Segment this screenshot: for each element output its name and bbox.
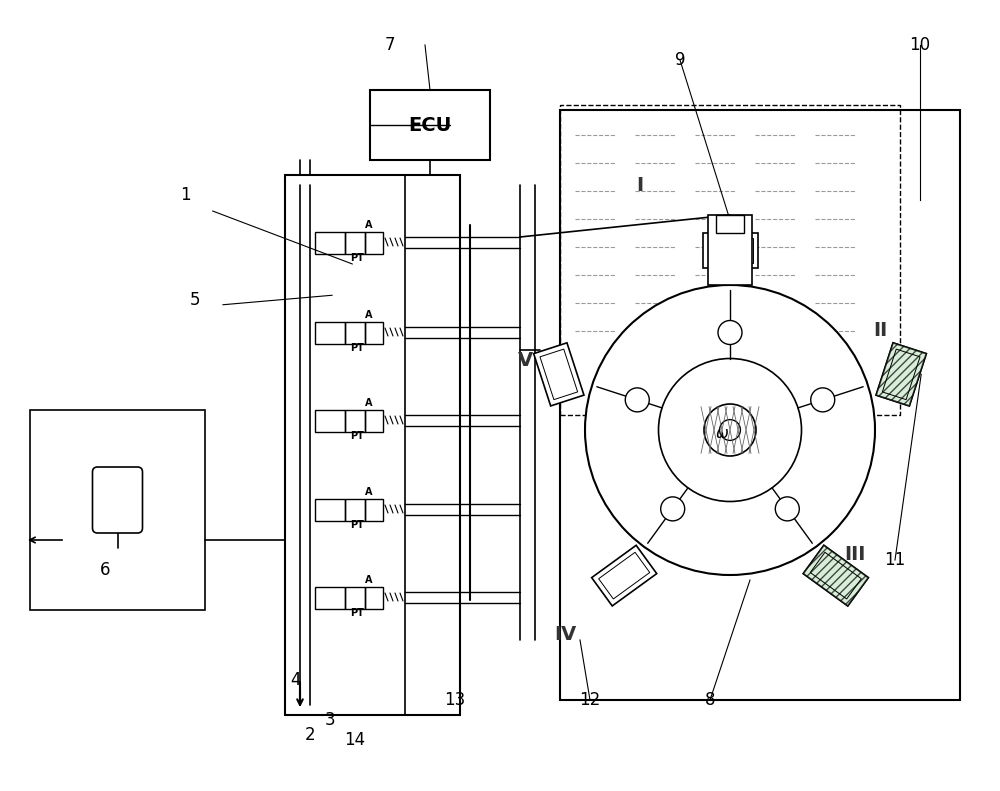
Polygon shape xyxy=(592,545,657,606)
Text: I: I xyxy=(636,176,644,195)
Text: 13: 13 xyxy=(444,691,466,709)
Text: PT: PT xyxy=(350,608,364,618)
Text: $\omega$: $\omega$ xyxy=(715,426,729,441)
Bar xyxy=(315,322,345,344)
Circle shape xyxy=(658,358,802,501)
Bar xyxy=(345,410,365,432)
Circle shape xyxy=(661,497,685,521)
Bar xyxy=(365,587,383,609)
Bar xyxy=(345,499,365,521)
Polygon shape xyxy=(803,545,868,606)
Bar xyxy=(315,499,345,521)
Bar xyxy=(285,175,460,715)
Bar xyxy=(560,105,900,415)
Text: 12: 12 xyxy=(579,691,601,709)
Text: A: A xyxy=(365,487,373,497)
Bar xyxy=(345,232,365,254)
Text: A: A xyxy=(365,398,373,408)
Bar xyxy=(365,410,383,432)
Circle shape xyxy=(811,388,835,412)
Text: A: A xyxy=(365,575,373,585)
Text: 11: 11 xyxy=(884,551,906,569)
Text: 10: 10 xyxy=(909,36,931,54)
Circle shape xyxy=(718,320,742,345)
Text: IV: IV xyxy=(554,626,576,645)
Text: 14: 14 xyxy=(344,731,366,749)
Bar xyxy=(315,232,345,254)
Bar xyxy=(30,410,205,610)
Text: 1: 1 xyxy=(180,186,190,204)
Text: 5: 5 xyxy=(190,291,200,309)
Bar xyxy=(716,215,744,233)
Text: ECU: ECU xyxy=(408,115,452,134)
Circle shape xyxy=(625,388,649,412)
Circle shape xyxy=(585,285,875,575)
Bar xyxy=(315,587,345,609)
Bar xyxy=(370,90,490,160)
Text: PT: PT xyxy=(350,343,364,353)
Bar xyxy=(315,410,345,432)
Circle shape xyxy=(720,419,740,441)
Circle shape xyxy=(704,404,756,456)
Text: II: II xyxy=(873,320,887,339)
Text: 9: 9 xyxy=(675,51,685,69)
Polygon shape xyxy=(534,343,584,406)
Text: 2: 2 xyxy=(305,726,315,744)
Text: A: A xyxy=(365,310,373,320)
Text: A: A xyxy=(365,220,373,230)
Text: 4: 4 xyxy=(290,671,300,689)
Text: PT: PT xyxy=(350,253,364,263)
Text: PT: PT xyxy=(350,431,364,441)
Polygon shape xyxy=(702,233,758,267)
Polygon shape xyxy=(803,545,868,606)
Bar xyxy=(345,587,365,609)
Text: 3: 3 xyxy=(325,711,335,729)
Bar xyxy=(365,232,383,254)
Text: 8: 8 xyxy=(705,691,715,709)
Bar xyxy=(708,215,752,285)
FancyBboxPatch shape xyxy=(93,467,143,533)
Polygon shape xyxy=(876,343,926,406)
Text: 7: 7 xyxy=(385,36,395,54)
Text: PT: PT xyxy=(350,520,364,530)
Text: III: III xyxy=(844,546,866,565)
Bar xyxy=(365,322,383,344)
Bar xyxy=(560,110,960,700)
Bar xyxy=(365,499,383,521)
Polygon shape xyxy=(876,343,926,406)
Text: 6: 6 xyxy=(100,561,110,579)
Text: V: V xyxy=(517,350,533,369)
Bar xyxy=(345,322,365,344)
Circle shape xyxy=(775,497,799,521)
